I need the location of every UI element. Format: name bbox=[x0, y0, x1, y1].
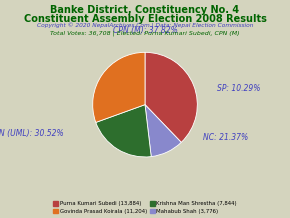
Text: CPN (UML): 30.52%: CPN (UML): 30.52% bbox=[0, 129, 64, 138]
Text: SP: 10.29%: SP: 10.29% bbox=[217, 84, 261, 94]
Wedge shape bbox=[145, 52, 197, 142]
Wedge shape bbox=[96, 105, 151, 157]
Wedge shape bbox=[93, 52, 145, 123]
Text: Copyright © 2020 NepalArchives.Com | Data: Nepal Election Commission: Copyright © 2020 NepalArchives.Com | Dat… bbox=[37, 23, 253, 29]
Text: CPN (M): 37.82%: CPN (M): 37.82% bbox=[113, 26, 177, 35]
Text: Total Votes: 36,708 | Elected: Purna Kumari Subedi, CPN (M): Total Votes: 36,708 | Elected: Purna Kum… bbox=[50, 31, 240, 36]
Text: Banke District, Constituency No. 4: Banke District, Constituency No. 4 bbox=[50, 5, 240, 15]
Text: NC: 21.37%: NC: 21.37% bbox=[202, 133, 248, 141]
Text: Constituent Assembly Election 2008 Results: Constituent Assembly Election 2008 Resul… bbox=[23, 14, 267, 24]
Legend: Purna Kumari Subedi (13,884), Govinda Prasad Koirala (11,204), Krishna Man Shres: Purna Kumari Subedi (13,884), Govinda Pr… bbox=[52, 200, 238, 215]
Wedge shape bbox=[145, 105, 181, 157]
